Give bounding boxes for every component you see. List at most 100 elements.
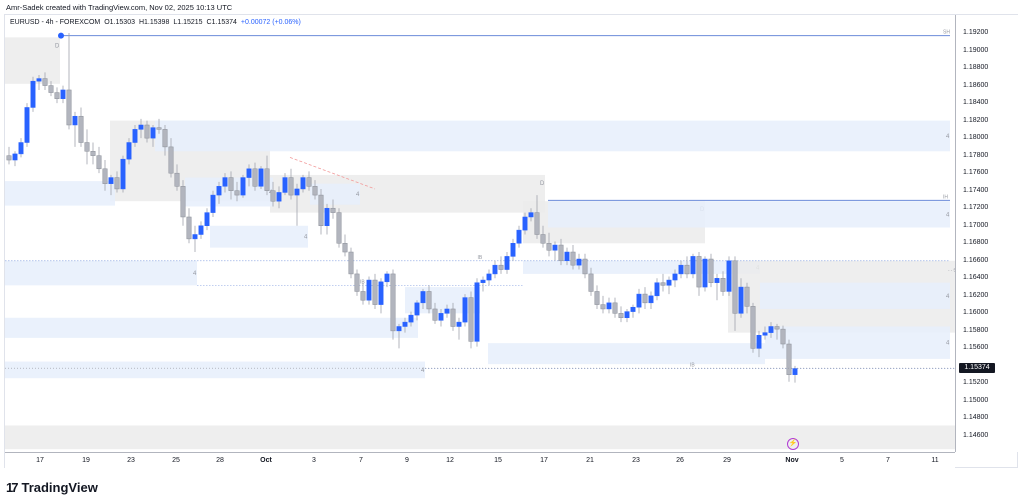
candle-bear: [54, 92, 60, 99]
price-tick-label: 1.16000: [963, 309, 989, 317]
candle-bull: [30, 80, 36, 108]
candle-bear: [618, 313, 624, 318]
zone-blue: [155, 120, 950, 152]
time-tick-label: 7: [886, 457, 890, 464]
candle-bear: [6, 155, 12, 161]
candle-bull: [108, 177, 114, 184]
candle-bear: [750, 306, 756, 349]
candle-bear: [660, 282, 666, 286]
candle-bear: [102, 168, 108, 184]
candle-bull: [552, 244, 558, 251]
current-price-badge: 1.15374: [959, 363, 995, 374]
candle-bull: [420, 291, 426, 304]
candle-bear: [732, 260, 738, 314]
price-axis[interactable]: 1.19200 1.19000 1.18800 1.18600 1.18400 1.182…: [955, 15, 1018, 452]
candle-bull: [192, 234, 198, 240]
candle-bull: [624, 311, 630, 318]
candle-bear: [360, 291, 366, 301]
time-axis[interactable]: 17 19 23 25 28 Oct 3 7 9 12 15 17 21 23 26 29 Nov 5 7 11: [5, 452, 955, 469]
time-tick-label: 29: [723, 457, 731, 464]
time-tick-label: 19: [82, 457, 90, 464]
candle-bull: [408, 314, 414, 323]
candle-bear: [540, 234, 546, 244]
candle-bull: [216, 186, 222, 196]
candle-bull: [702, 258, 708, 288]
time-tick-label: 25: [172, 457, 180, 464]
candle-bull: [222, 177, 228, 187]
zone-blue: [5, 317, 418, 338]
legend-high: H1.15398: [138, 19, 170, 26]
candle-bear: [426, 291, 432, 310]
candle-bear: [642, 293, 648, 304]
economic-event-icon[interactable]: ⚡: [787, 438, 799, 450]
candle-bull: [528, 212, 534, 218]
candle-bear: [588, 273, 594, 292]
candle-bull: [756, 335, 762, 349]
level-label: IB: [478, 255, 483, 261]
candle-bear: [786, 343, 792, 375]
candle-bear: [312, 186, 318, 196]
candle-bull: [294, 188, 300, 196]
candle-bull: [690, 256, 696, 275]
zone-label: 4: [304, 235, 308, 241]
candle-bear: [162, 129, 168, 148]
legend-symbol[interactable]: EURUSD - 4h - FOREXCOM: [10, 19, 101, 26]
candle-bull: [126, 142, 132, 160]
candle-bear: [168, 146, 174, 174]
candle-bull: [456, 321, 462, 327]
price-tick-label: 1.19200: [963, 29, 989, 36]
price-tick-label: 1.14600: [963, 432, 989, 439]
candle-bull: [150, 127, 156, 139]
candle-bear: [372, 279, 378, 305]
candle-bull: [672, 273, 678, 281]
candle-bull: [738, 286, 744, 314]
time-tick-label: 17: [36, 457, 44, 464]
candle-bull: [768, 326, 774, 333]
candle-bull: [24, 107, 30, 143]
zone-blue: [548, 201, 950, 228]
candle-bear: [144, 124, 150, 139]
zone-blue: [5, 260, 197, 286]
price-tick-label: 1.17800: [963, 151, 989, 159]
candle-bear: [78, 115, 84, 143]
candle-bull: [486, 273, 492, 281]
time-tick-label: 5: [840, 457, 844, 464]
candle-bull: [516, 229, 522, 244]
time-tick-label: 26: [676, 457, 684, 464]
candle-bull: [576, 258, 582, 266]
legend-close: C1.15374: [206, 19, 237, 26]
candle-bear: [348, 251, 354, 275]
tradingview-logo-icon: 17: [6, 480, 19, 495]
price-tick-label: 1.18600: [963, 81, 989, 89]
candle-bear: [306, 177, 312, 187]
candle-bull: [630, 306, 636, 312]
candle-bear: [174, 172, 180, 187]
price-tick-label: 1.16800: [963, 239, 989, 247]
candle-bear: [684, 264, 690, 275]
zone-label: 4: [946, 294, 950, 300]
candlestick-chart[interactable]: D4D4444D444444SHIHIBIBIB- - 50%: [5, 15, 955, 452]
candle-bear: [594, 291, 600, 305]
candle-bear: [600, 304, 606, 310]
swing-high-marker: [58, 32, 64, 39]
candle-bull: [384, 273, 390, 283]
candle-bull: [522, 216, 528, 231]
time-tick-label: 28: [216, 457, 224, 464]
candle-bear: [264, 168, 270, 191]
candle-bull: [462, 297, 468, 323]
candle-bear: [336, 212, 342, 244]
legend-open: O1.15303: [104, 19, 135, 26]
candle-bull: [120, 158, 126, 190]
fifty-percent-label: - - 50%: [948, 268, 955, 273]
candle-bear: [780, 328, 786, 345]
candle-bull: [666, 279, 672, 286]
level-label: IB: [360, 279, 365, 285]
candle-bear: [708, 258, 714, 283]
candle-bull: [366, 279, 372, 301]
candle-bull: [72, 115, 78, 126]
zone-blue: [760, 282, 950, 309]
candle-bear: [720, 278, 726, 292]
candle-bear: [498, 264, 504, 270]
price-tick-label: 1.17600: [963, 169, 989, 177]
candle-bull: [300, 177, 306, 190]
